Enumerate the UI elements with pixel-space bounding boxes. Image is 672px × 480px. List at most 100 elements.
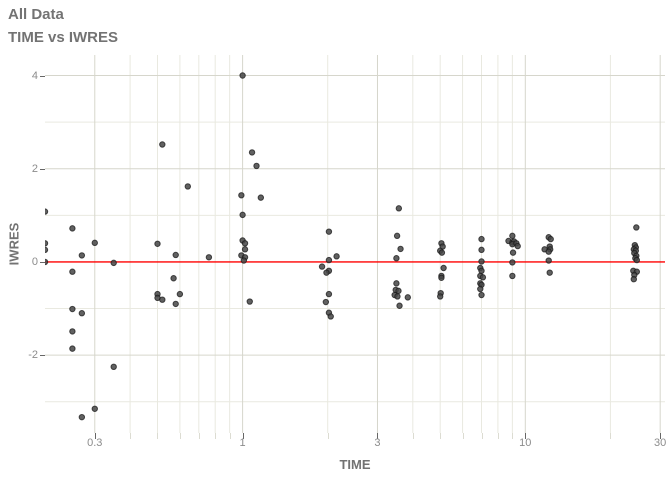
y-tick-label: 4 — [31, 69, 38, 82]
data-point — [45, 258, 49, 266]
data-point — [509, 259, 516, 266]
data-point — [396, 302, 403, 309]
data-point — [546, 269, 553, 276]
data-point — [393, 255, 400, 262]
x-minor-tick — [198, 433, 200, 439]
data-point — [205, 254, 213, 261]
data-point — [325, 256, 333, 264]
x-minor-tick — [327, 433, 329, 439]
x-minor-tick — [215, 433, 217, 439]
minor-gridlines — [45, 55, 665, 433]
data-point — [545, 257, 552, 264]
data-point — [91, 239, 98, 247]
x-major-tick — [377, 433, 379, 439]
data-point — [69, 328, 76, 335]
x-minor-tick — [512, 433, 514, 439]
data-point — [395, 205, 403, 212]
data-point — [154, 240, 161, 247]
data-point — [78, 310, 86, 317]
plot-subtitle: TIME vs IWRES — [8, 29, 119, 46]
data-point — [333, 253, 340, 260]
data-point — [438, 249, 446, 256]
y-tick-label: 0 — [31, 255, 38, 268]
data-point — [404, 294, 411, 301]
x-minor-tick — [497, 433, 499, 439]
data-point — [69, 305, 76, 313]
data-point — [170, 275, 177, 282]
data-point — [318, 263, 326, 270]
x-major-tick — [242, 433, 244, 439]
data-point — [327, 313, 334, 320]
data-point — [397, 245, 404, 253]
data-point — [325, 228, 333, 235]
data-point — [78, 252, 86, 259]
data-point — [176, 290, 184, 298]
data-point — [91, 405, 98, 412]
y-major-tick — [40, 168, 45, 170]
data-point — [325, 290, 333, 298]
data-point — [394, 293, 401, 300]
data-point — [509, 249, 517, 256]
data-point — [246, 298, 253, 305]
x-minor-tick — [179, 433, 181, 439]
data-point — [253, 162, 260, 170]
data-point — [240, 257, 248, 264]
data-point — [478, 258, 485, 265]
data-point — [478, 235, 485, 243]
data-point — [633, 256, 641, 264]
x-axis-title: TIME — [339, 457, 371, 472]
y-major-tick — [40, 75, 45, 77]
data-points — [45, 72, 641, 421]
x-minor-tick — [610, 433, 612, 439]
data-point — [238, 192, 245, 199]
data-point — [159, 296, 166, 303]
data-point — [547, 235, 554, 243]
data-point — [172, 300, 179, 308]
data-point — [545, 248, 552, 255]
x-tick-label: 3 — [374, 437, 381, 449]
data-point — [393, 232, 401, 240]
major-gridlines — [45, 55, 665, 433]
data-point — [479, 274, 487, 281]
data-point — [393, 280, 400, 287]
data-point — [159, 141, 166, 148]
data-point — [436, 293, 444, 300]
data-point — [172, 251, 179, 259]
x-minor-tick — [229, 433, 231, 439]
y-major-tick — [40, 355, 45, 357]
x-major-tick — [660, 433, 662, 439]
data-point — [45, 240, 49, 247]
data-point — [184, 183, 192, 190]
data-point — [110, 363, 117, 371]
x-minor-tick — [462, 433, 464, 439]
data-point — [509, 272, 516, 280]
x-tick-label: 0.3 — [87, 437, 103, 449]
data-point — [478, 267, 485, 275]
x-major-tick — [525, 433, 527, 439]
data-point — [239, 211, 246, 219]
data-point — [239, 72, 246, 79]
data-point — [248, 149, 256, 156]
data-point — [69, 225, 76, 232]
data-point — [514, 242, 521, 250]
x-tick-label: 10 — [519, 437, 532, 449]
x-major-tick — [94, 433, 96, 439]
data-point — [241, 240, 249, 247]
plot-panel — [45, 55, 665, 433]
data-point — [509, 232, 516, 240]
x-minor-tick — [157, 433, 159, 439]
data-point — [78, 413, 86, 421]
data-point — [110, 259, 117, 267]
y-tick-label: -2 — [28, 349, 38, 362]
data-point — [241, 246, 249, 253]
data-point — [438, 274, 445, 281]
data-point — [477, 285, 484, 293]
y-major-tick — [40, 261, 45, 263]
data-point — [45, 246, 49, 254]
data-point — [478, 291, 485, 299]
data-point — [323, 269, 330, 276]
x-tick-label: 1 — [239, 437, 246, 449]
x-minor-tick — [440, 433, 442, 439]
x-minor-tick — [481, 433, 483, 439]
